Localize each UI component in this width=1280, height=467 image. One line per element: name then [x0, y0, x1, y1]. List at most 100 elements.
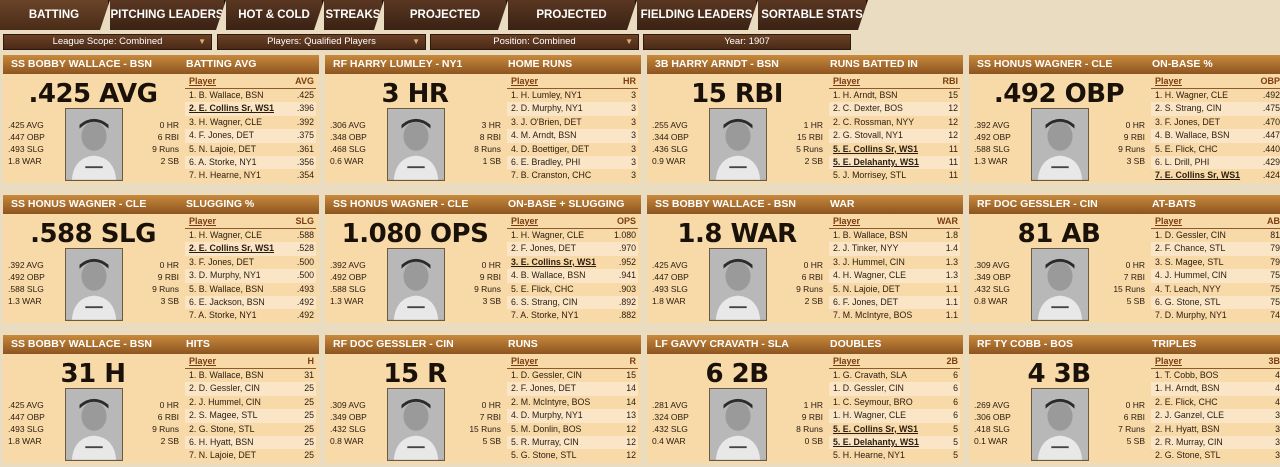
- list-item[interactable]: 4. T. Leach, NYY 75: [1151, 283, 1280, 296]
- leader-name[interactable]: 2. E. Flick, CHC: [1155, 396, 1218, 407]
- leader-name[interactable]: 3. F. Jones, DET: [1155, 116, 1221, 127]
- leader-name[interactable]: 2. D. Murphy, NY1: [511, 103, 583, 114]
- leader-name[interactable]: 4. B. Wallace, BSN: [1155, 130, 1230, 141]
- leader-name[interactable]: 2. J. Tinker, NYY: [833, 243, 899, 254]
- leader-name[interactable]: 2. H. Hyatt, BSN: [1155, 423, 1220, 434]
- stat-title[interactable]: ON-BASE %: [1152, 58, 1213, 70]
- tab-pitching-leaders[interactable]: PITCHING LEADERS: [110, 0, 226, 30]
- player-name[interactable]: SS BOBBY WALLACE - BSN: [655, 198, 796, 210]
- list-item[interactable]: 2. C. Rossman, NYY 12: [829, 116, 960, 129]
- leader-name[interactable]: 3. J. O'Brien, DET: [511, 116, 582, 127]
- player-photo[interactable]: [387, 248, 445, 321]
- list-item[interactable]: 5. G. Stone, STL 12: [507, 449, 638, 462]
- player-photo[interactable]: [65, 388, 123, 461]
- leader-name[interactable]: 6. F. Jones, DET: [833, 296, 899, 307]
- leader-name[interactable]: 4. H. Wagner, CLE: [833, 270, 907, 281]
- stat-title[interactable]: SLUGGING %: [186, 198, 255, 210]
- list-item[interactable]: 4. F. Jones, DET .375: [185, 129, 316, 143]
- leader-name[interactable]: 7. A. Storke, NY1: [189, 310, 257, 321]
- list-item[interactable]: 6. A. Storke, NY1 .356: [185, 155, 316, 170]
- leader-name[interactable]: 4. M. Arndt, BSN: [511, 130, 577, 141]
- leader-name[interactable]: 1. B. Wallace, BSN: [189, 90, 264, 100]
- leader-name[interactable]: 3. J. Hummel, CIN: [833, 256, 905, 267]
- list-item[interactable]: 2. J. Tinker, NYY 1.4: [829, 242, 960, 256]
- list-item[interactable]: 1. D. Gessler, CIN 6: [829, 382, 960, 396]
- leader-name[interactable]: 1. D. Gessler, CIN: [833, 383, 904, 394]
- list-item[interactable]: 5. E. Flick, CHC .440: [1151, 143, 1280, 156]
- list-item[interactable]: 1. H. Wagner, CLE 6: [829, 409, 960, 423]
- leader-name[interactable]: 2. E. Collins Sr, WS1: [189, 243, 275, 254]
- list-item[interactable]: 7. H. Hearne, NY1 .354: [185, 169, 316, 182]
- filter-dropdown-2[interactable]: Position: Combined ▼: [430, 34, 639, 50]
- list-item[interactable]: 5. E. Delahanty, WS1 11: [829, 155, 960, 170]
- leader-name[interactable]: 2. F. Jones, DET: [511, 383, 577, 394]
- leader-name[interactable]: 6. E. Jackson, BSN: [189, 296, 265, 307]
- leader-name[interactable]: 2. E. Collins Sr, WS1: [189, 103, 275, 114]
- player-name[interactable]: SS HONUS WAGNER - CLE: [977, 58, 1113, 70]
- list-item[interactable]: 1. G. Cravath, SLA 6: [829, 369, 960, 382]
- leader-name[interactable]: 4. D. Boettiger, DET: [511, 143, 590, 154]
- stat-title[interactable]: HITS: [186, 338, 210, 350]
- leader-name[interactable]: 2. F. Chance, STL: [1155, 243, 1226, 254]
- player-name[interactable]: SS HONUS WAGNER - CLE: [11, 198, 147, 210]
- list-item[interactable]: 2. R. Murray, CIN 3: [1151, 435, 1280, 450]
- leader-name[interactable]: 2. G. Stone, STL: [189, 423, 255, 434]
- list-item[interactable]: 1. C. Seymour, BRO 6: [829, 396, 960, 409]
- leader-name[interactable]: 1. T. Cobb, BOS: [1155, 370, 1219, 380]
- player-photo[interactable]: [709, 388, 767, 461]
- list-item[interactable]: 5. H. Hearne, NY1 5: [829, 449, 960, 462]
- leader-name[interactable]: 7. B. Cranston, CHC: [511, 170, 592, 181]
- stat-title[interactable]: WAR: [830, 198, 855, 210]
- leader-name[interactable]: 2. J. Hummel, CIN: [189, 396, 261, 407]
- leader-name[interactable]: 1. B. Wallace, BSN: [189, 370, 264, 380]
- list-item[interactable]: 1. H. Wagner, CLE .492: [1151, 89, 1280, 102]
- player-photo[interactable]: [387, 108, 445, 181]
- player-photo[interactable]: [1031, 248, 1089, 321]
- list-item[interactable]: 2. E. Flick, CHC 4: [1151, 396, 1280, 409]
- column-player-header[interactable]: Player: [511, 216, 539, 226]
- leader-name[interactable]: 7. A. Storke, NY1: [511, 310, 579, 321]
- column-player-header[interactable]: Player: [511, 356, 539, 366]
- list-item[interactable]: 4. D. Murphy, NY1 13: [507, 409, 638, 423]
- player-photo[interactable]: [1031, 388, 1089, 461]
- stat-title[interactable]: RUNS BATTED IN: [830, 58, 918, 70]
- list-item[interactable]: 2. S. Magee, STL 25: [185, 409, 316, 423]
- list-item[interactable]: 6. L. Drill, PHI .429: [1151, 155, 1280, 170]
- list-item[interactable]: 1. B. Wallace, BSN 31: [185, 369, 316, 382]
- list-item[interactable]: 7. A. Storke, NY1 .882: [507, 309, 638, 322]
- list-item[interactable]: 1. T. Cobb, BOS 4: [1151, 369, 1280, 382]
- leader-name[interactable]: 4. T. Leach, NYY: [1155, 283, 1221, 294]
- list-item[interactable]: 2. G. Stone, STL 3: [1151, 449, 1280, 462]
- leader-name[interactable]: 2. G. Stone, STL: [1155, 450, 1221, 461]
- list-item[interactable]: 2. F. Jones, DET .970: [507, 242, 638, 256]
- leader-name[interactable]: 6. H. Hyatt, BSN: [189, 436, 254, 447]
- leader-name[interactable]: 5. E. Flick, CHC: [1155, 143, 1218, 154]
- list-item[interactable]: 3. E. Collins Sr, WS1 .952: [507, 256, 638, 269]
- leader-name[interactable]: 3. D. Murphy, NY1: [189, 270, 261, 281]
- leader-name[interactable]: 1. H. Arndt, BSN: [833, 90, 898, 100]
- leader-name[interactable]: 2. C. Rossman, NYY: [833, 116, 915, 127]
- leader-name[interactable]: 6. E. Bradley, PHI: [511, 156, 581, 167]
- list-item[interactable]: 2. E. Collins Sr, WS1 .396: [185, 102, 316, 116]
- list-item[interactable]: 6. E. Jackson, BSN .492: [185, 295, 316, 310]
- list-item[interactable]: 2. E. Collins Sr, WS1 .528: [185, 242, 316, 256]
- column-stat-header[interactable]: OBP: [1260, 76, 1280, 86]
- player-photo[interactable]: [387, 388, 445, 461]
- column-player-header[interactable]: Player: [189, 356, 217, 366]
- list-item[interactable]: 7. E. Collins Sr, WS1 .424: [1151, 169, 1280, 182]
- tab-sortable-stats[interactable]: SORTABLE STATS: [758, 0, 868, 30]
- leader-name[interactable]: 7. N. Lajoie, DET: [189, 450, 256, 461]
- tab-projected-batting[interactable]: PROJECTED BATTING: [384, 0, 508, 30]
- leader-name[interactable]: 2. F. Jones, DET: [511, 243, 577, 254]
- leader-name[interactable]: 5. E. Delahanty, WS1: [833, 436, 919, 447]
- leader-name[interactable]: 6. A. Storke, NY1: [189, 156, 257, 167]
- list-item[interactable]: 4. H. Wagner, CLE 1.3: [829, 269, 960, 283]
- player-name[interactable]: RF HARRY LUMLEY - NY1: [333, 58, 463, 70]
- leader-name[interactable]: 7. D. Murphy, NY1: [1155, 310, 1227, 321]
- leader-name[interactable]: 5. J. Morrisey, STL: [833, 170, 907, 181]
- player-photo[interactable]: [709, 108, 767, 181]
- leader-name[interactable]: 6. L. Drill, PHI: [1155, 156, 1210, 167]
- leader-name[interactable]: 5. E. Collins Sr, WS1: [833, 143, 919, 154]
- column-player-header[interactable]: Player: [833, 216, 861, 226]
- leader-name[interactable]: 2. J. Ganzel, CLE: [1155, 410, 1224, 421]
